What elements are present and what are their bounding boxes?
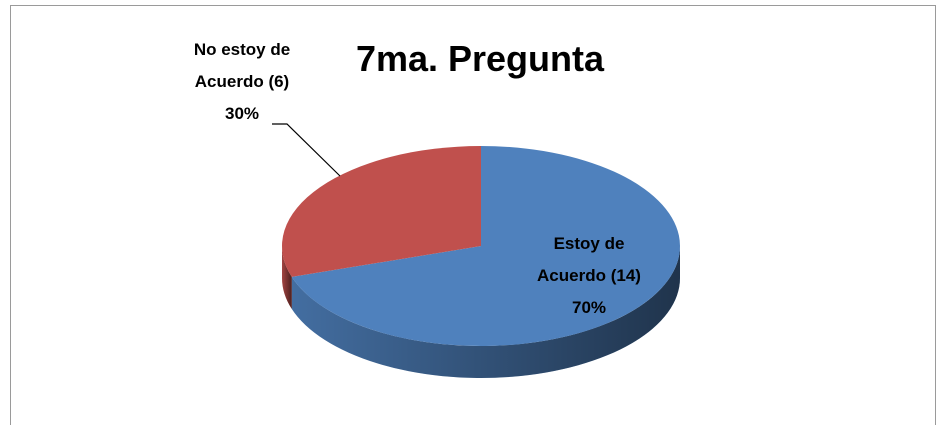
label-value: 30% [224,104,260,123]
pie-slice [291,146,680,346]
side-shade [282,246,292,309]
chart-title: 7ma. Pregunta [355,38,605,79]
label-category: Estoy de Acuerdo (14) [537,234,641,285]
data-label: Estoy de Acuerdo (14) 70% [523,228,655,324]
chart-frame [10,5,936,425]
pie-slice [281,146,481,277]
side-shade [291,246,680,378]
data-label: No estoy de Acuerdo (6) 30% [176,34,308,130]
leader-line [272,123,341,177]
label-value: 70% [571,298,607,317]
label-category: No estoy de Acuerdo (6) [193,40,291,91]
